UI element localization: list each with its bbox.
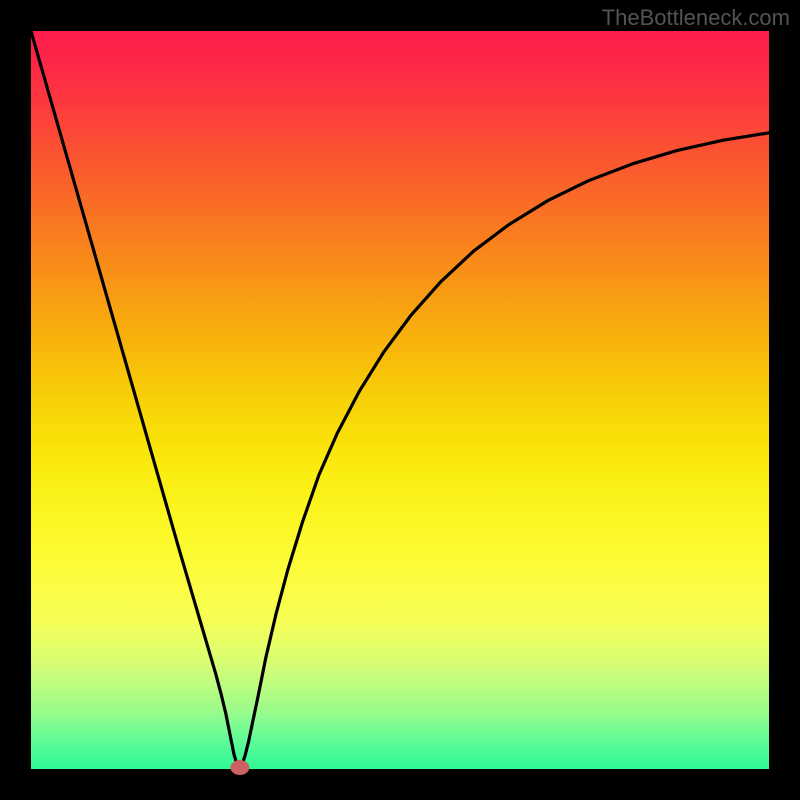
chart-stage: TheBottleneck.com [0,0,800,800]
chart-plot-area [31,31,769,769]
minimum-marker [230,760,249,775]
bottleneck-chart [0,0,800,800]
watermark-text: TheBottleneck.com [602,5,790,31]
